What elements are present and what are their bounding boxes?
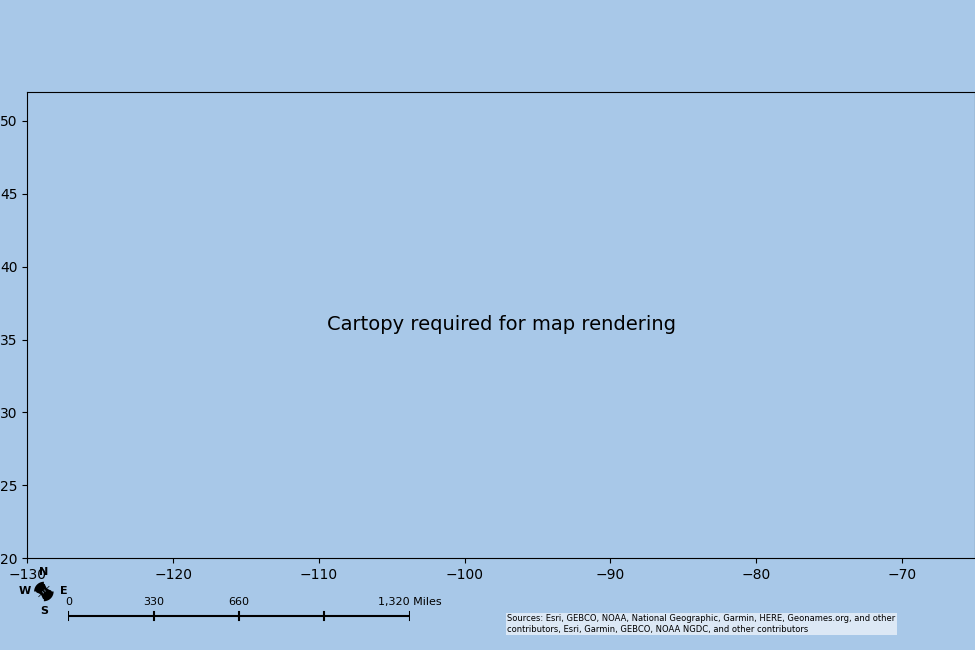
Text: W: W — [19, 586, 30, 597]
Text: E: E — [59, 586, 67, 597]
Text: 1,320 Miles: 1,320 Miles — [377, 597, 442, 607]
Text: S: S — [40, 606, 48, 616]
Text: 330: 330 — [143, 597, 164, 607]
Text: 660: 660 — [228, 597, 250, 607]
Text: Cartopy required for map rendering: Cartopy required for map rendering — [327, 315, 676, 335]
Text: N: N — [39, 567, 49, 577]
Polygon shape — [44, 592, 54, 601]
Text: 0: 0 — [64, 597, 72, 607]
Polygon shape — [34, 582, 44, 592]
Text: Sources: Esri, GEBCO, NOAA, National Geographic, Garmin, HERE, Geonames.org, and: Sources: Esri, GEBCO, NOAA, National Geo… — [507, 614, 895, 634]
